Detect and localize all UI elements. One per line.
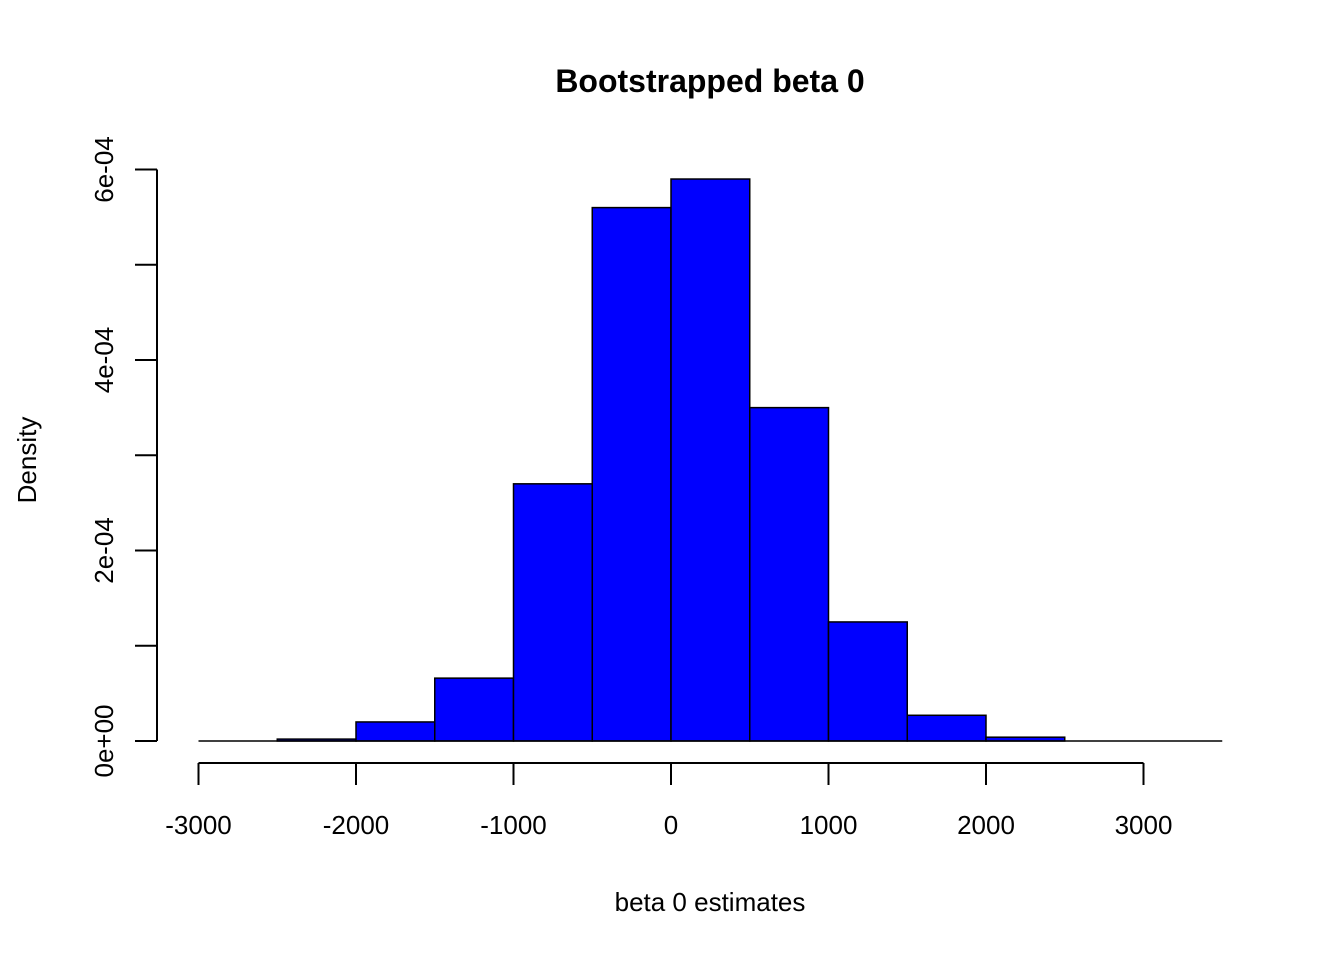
x-tick-label: 0: [664, 810, 678, 840]
histogram-bar: [355, 721, 436, 742]
x-axis: -3000 -2000 -1000 0 1000 2000 3000: [165, 762, 1173, 840]
x-axis-label: beta 0 estimates: [615, 887, 806, 917]
x-tick-label: -2000: [323, 810, 390, 840]
x-tick-label: 2000: [957, 810, 1015, 840]
x-tick-label: 3000: [1115, 810, 1173, 840]
histogram-bar: [670, 178, 751, 742]
histogram-bar: [434, 677, 515, 742]
y-tick-label: 6e-04: [89, 136, 119, 203]
histogram-bar: [591, 206, 672, 742]
histogram-bar: [512, 483, 593, 742]
histogram-bar: [749, 406, 830, 742]
y-tick-label: 4e-04: [89, 327, 119, 394]
histogram-bar: [906, 714, 987, 742]
x-tick-label: 1000: [800, 810, 858, 840]
chart-title: Bootstrapped beta 0: [555, 63, 864, 99]
bars-group: [198, 178, 1223, 742]
histogram-bar: [827, 621, 908, 742]
y-tick-label: 2e-04: [89, 517, 119, 584]
y-axis: 0e+00 2e-04 4e-04 6e-04: [89, 136, 158, 778]
y-tick-label: 0e+00: [89, 704, 119, 777]
y-axis-label: Density: [12, 417, 42, 504]
x-tick-label: -1000: [480, 810, 547, 840]
x-tick-label: -3000: [165, 810, 232, 840]
